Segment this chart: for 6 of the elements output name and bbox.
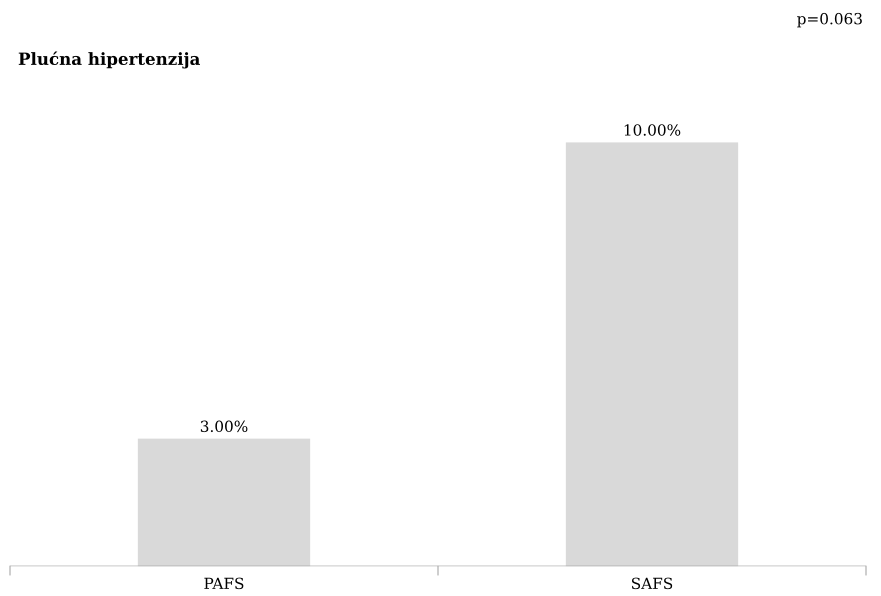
text: p=0.063 bbox=[797, 12, 862, 28]
data-label: 3.00% bbox=[200, 420, 248, 432]
data-label: 10.00% bbox=[624, 124, 680, 136]
x-tick-label: SAFS bbox=[632, 578, 672, 590]
chart-title: Plućna hipertenzija bbox=[18, 51, 200, 69]
x-tick-label: PAFS bbox=[204, 578, 244, 590]
